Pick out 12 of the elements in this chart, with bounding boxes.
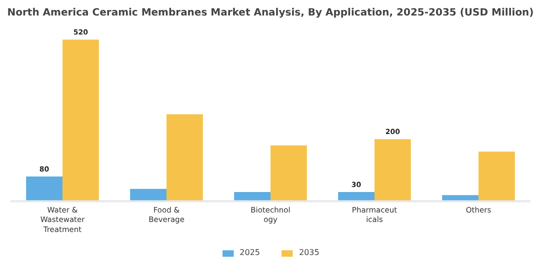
bar <box>26 176 62 202</box>
bar <box>62 40 99 202</box>
bar <box>166 114 203 202</box>
chart-title: North America Ceramic Membranes Market Analysis, By Application, 2025-2035 (USD Million) <box>7 8 534 18</box>
bar <box>270 145 307 202</box>
bar <box>234 192 270 202</box>
legend-label: 2035 <box>299 248 320 257</box>
bar <box>130 188 166 202</box>
bar <box>478 152 515 202</box>
bar <box>338 192 374 202</box>
bar <box>374 139 411 202</box>
legend-label: 2025 <box>240 248 260 257</box>
